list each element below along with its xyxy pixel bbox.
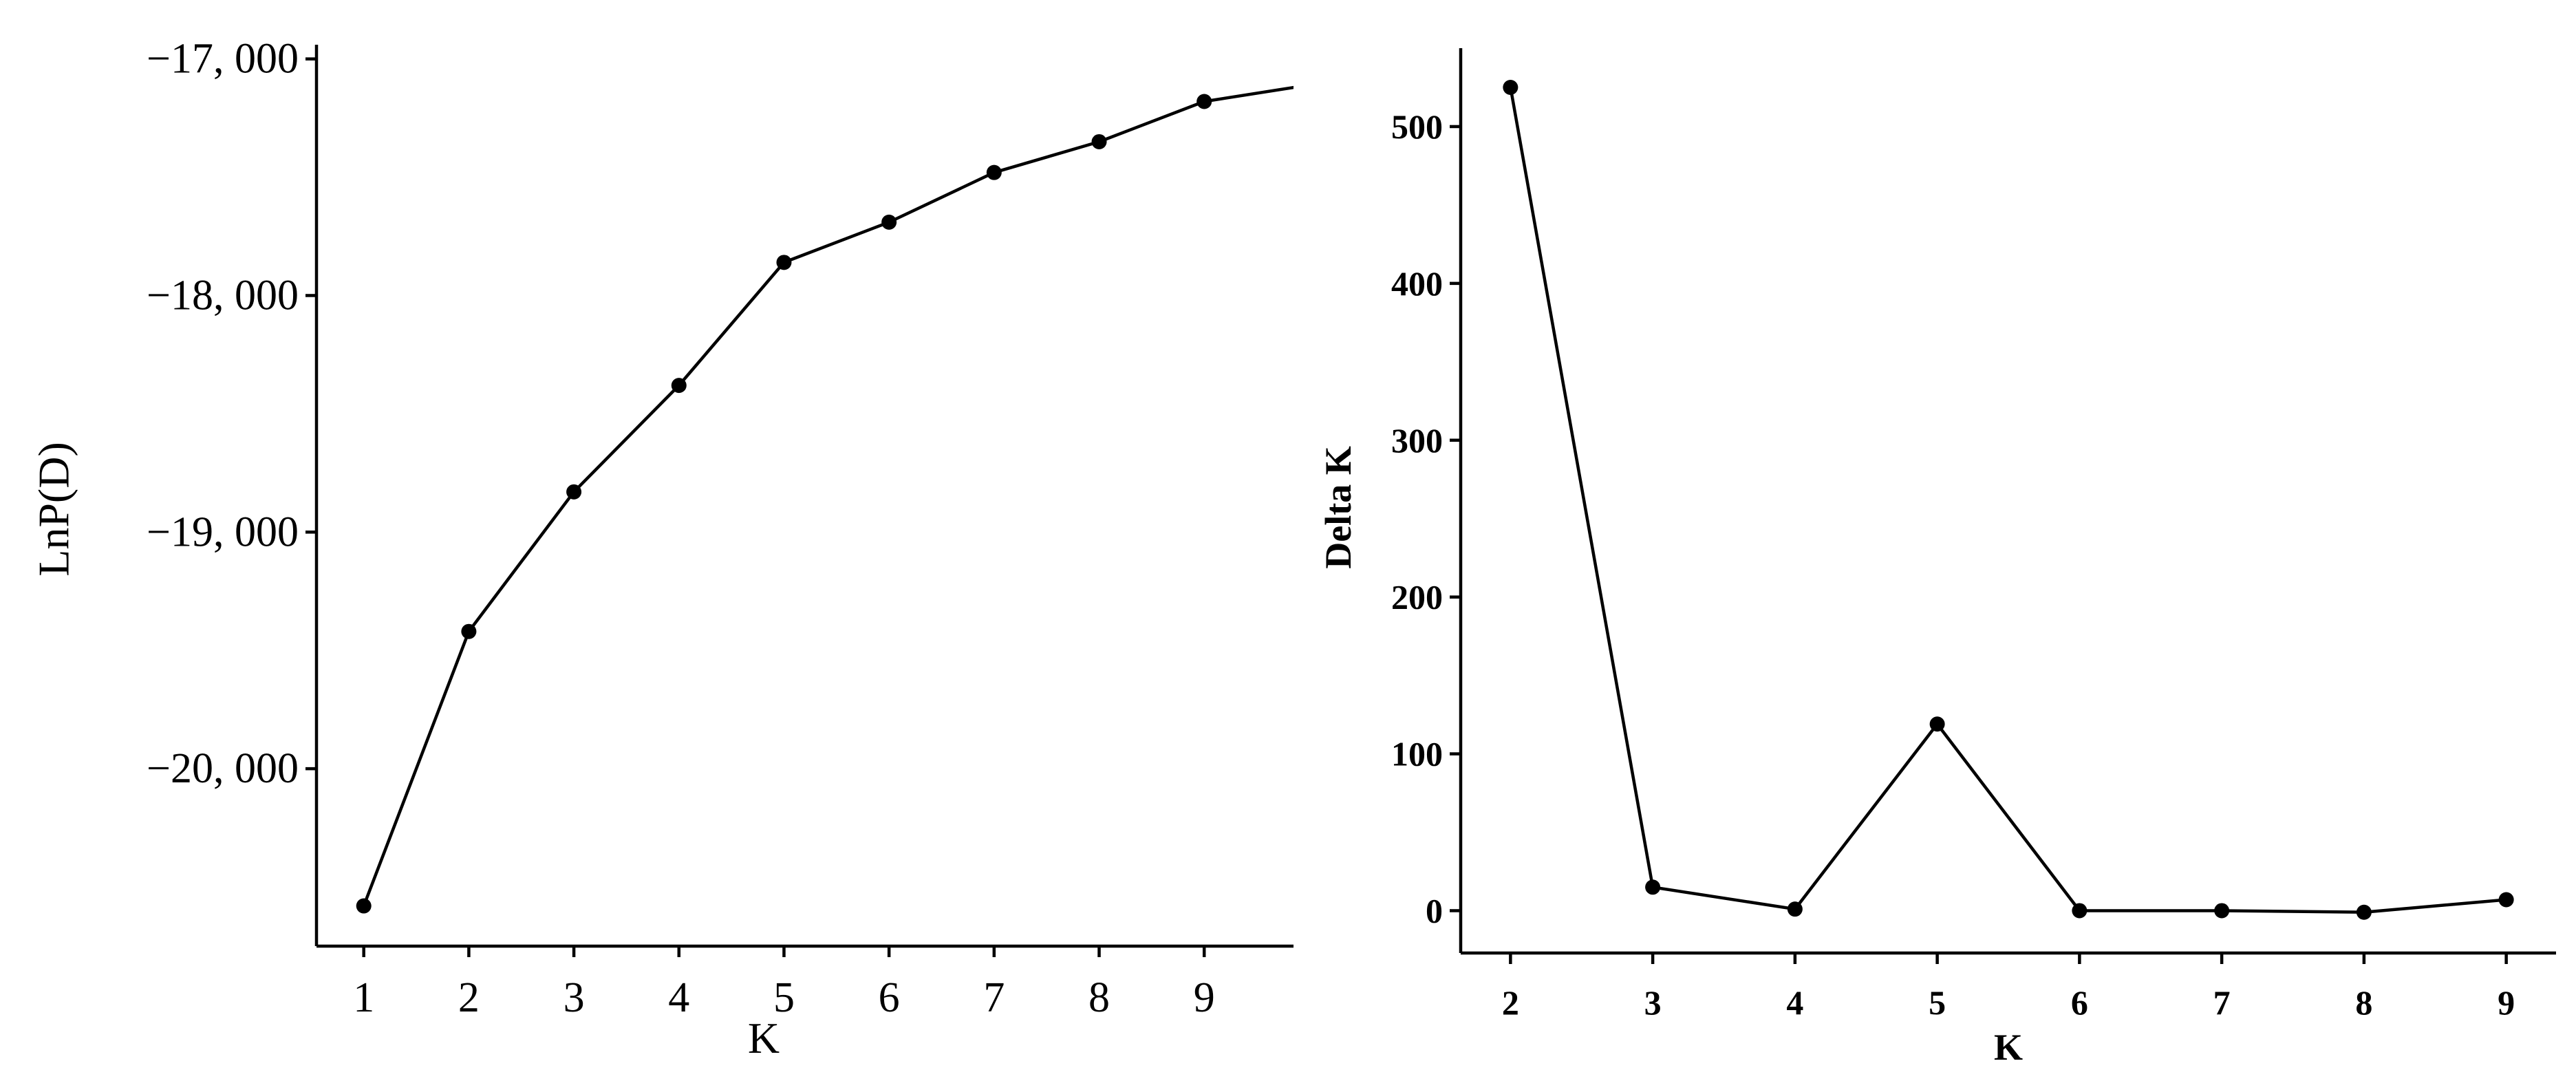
- data-point: [776, 255, 792, 270]
- x-tick-label: 4: [1786, 983, 1803, 1022]
- data-point: [1787, 901, 1803, 917]
- data-point: [566, 484, 582, 500]
- data-point: [2214, 903, 2230, 919]
- data-point: [2498, 892, 2514, 908]
- y-axis-title: Delta K: [1318, 446, 1359, 568]
- x-tick-label: 2: [458, 974, 480, 1021]
- x-tick-label: 4: [668, 974, 689, 1021]
- data-point: [2072, 903, 2087, 919]
- x-tick-label: 2: [1502, 983, 1519, 1022]
- data-point: [1503, 79, 1518, 95]
- x-tick-label: 1: [353, 974, 374, 1021]
- y-tick-label: −17, 000: [147, 36, 299, 83]
- data-point: [461, 623, 477, 639]
- data-point: [1645, 879, 1661, 895]
- y-axis-title: LnP(D): [30, 442, 78, 577]
- x-tick-label: 9: [2498, 983, 2515, 1022]
- x-tick-label: 3: [564, 974, 585, 1021]
- y-tick-label: −18, 000: [147, 272, 299, 319]
- x-tick-label: 7: [983, 974, 1005, 1021]
- x-tick-label: 6: [2071, 983, 2088, 1022]
- y-tick-label: 100: [1391, 735, 1443, 773]
- x-tick-label: 8: [1088, 974, 1110, 1021]
- data-point: [2356, 904, 2372, 920]
- data-point: [1929, 716, 1945, 732]
- y-tick-label: 500: [1391, 107, 1443, 146]
- y-tick-label: 200: [1391, 578, 1443, 617]
- x-tick-label: 3: [1644, 983, 1662, 1022]
- x-tick-label: 7: [2213, 983, 2231, 1022]
- x-axis-title: K: [748, 1014, 780, 1062]
- x-tick-label: 5: [1929, 983, 1946, 1022]
- y-tick-label: 0: [1426, 891, 1443, 930]
- data-point: [1091, 133, 1107, 149]
- y-tick-label: 300: [1391, 421, 1443, 460]
- data-point: [671, 378, 687, 394]
- x-tick-label: 1: [1298, 974, 1320, 1021]
- x-tick-label: 8: [2355, 983, 2372, 1022]
- y-tick-label: −20, 000: [147, 745, 299, 792]
- series-line: [1509, 87, 2507, 914]
- x-tick-label: 9: [1194, 974, 1215, 1021]
- data-point: [1196, 94, 1212, 109]
- data-point: [356, 898, 372, 914]
- x-tick-label: 6: [879, 974, 900, 1021]
- y-tick-label: 400: [1391, 264, 1443, 303]
- y-tick-label: −19, 000: [147, 509, 299, 555]
- data-point: [881, 214, 897, 230]
- x-axis-title: K: [1994, 1027, 2023, 1068]
- x-tick-label: 5: [773, 974, 795, 1021]
- delta-k-chart: 0 100 200 300 400 500 2 3 4 5 6 7 8 9 K Delta K: [1318, 48, 2556, 1068]
- series-line: [362, 85, 1294, 907]
- lnpd-chart: −17, 000 −18, 000 −19, 000 −20, 000 1 2 3 4 5 6 7 8…: [30, 36, 1320, 1062]
- data-point: [986, 164, 1002, 180]
